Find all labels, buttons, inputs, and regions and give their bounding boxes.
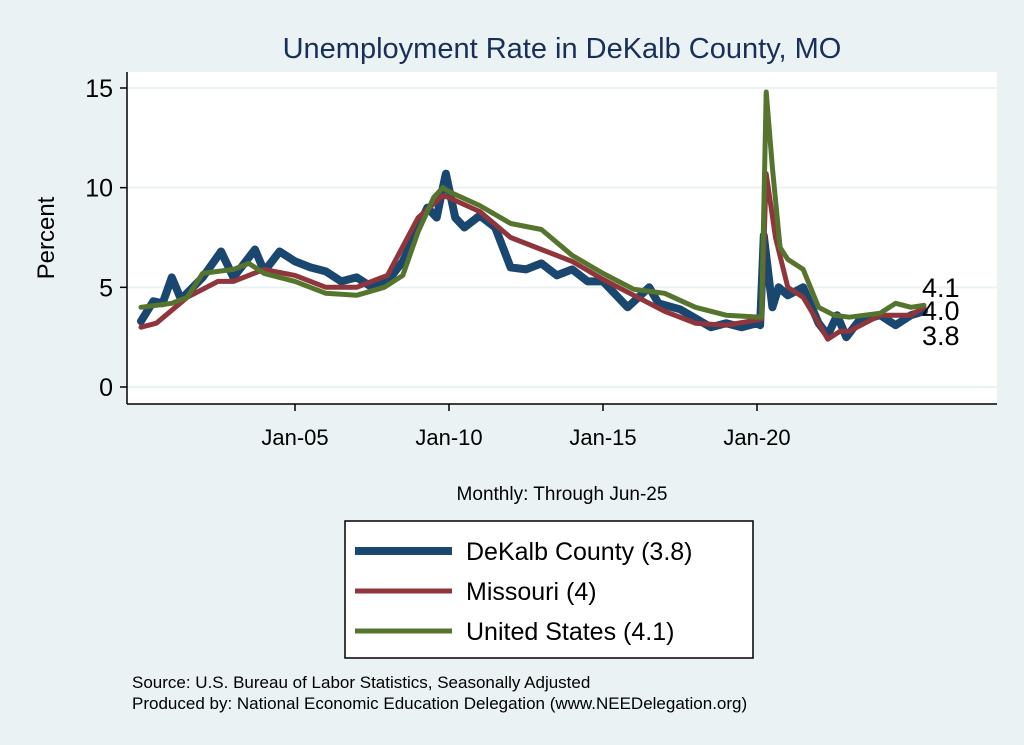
legend: DeKalb County (3.8) Missouri (4) United St… (344, 520, 754, 659)
x-tick-label: Jan-20 (723, 425, 790, 450)
chart-title: Unemployment Rate in DeKalb County, MO (283, 33, 842, 65)
x-tick-label: Jan-15 (569, 425, 636, 450)
series-line-1 (138, 171, 927, 342)
plot-area (127, 72, 997, 404)
legend-label: Missouri (4) (466, 578, 597, 606)
produced-by-note: Produced by: National Economic Education… (132, 694, 747, 713)
end-value-label: 3.8 (922, 321, 960, 351)
end-value-label: 4.0 (922, 296, 960, 326)
end-value-label: 4.1 (922, 273, 960, 303)
y-tick-label: 0 (99, 374, 113, 402)
y-tick-label: 5 (99, 274, 113, 302)
legend-label: DeKalb County (3.8) (466, 538, 693, 566)
legend-label: United States (4.1) (466, 618, 674, 646)
x-tick-label: Jan-10 (415, 425, 482, 450)
y-tick-label: 15 (85, 75, 113, 103)
x-tick-label: Jan-05 (261, 425, 328, 450)
y-tick-label: 10 (85, 175, 113, 203)
source-note: Source: U.S. Bureau of Labor Statistics,… (132, 673, 590, 692)
x-axis-label: Monthly: Through Jun-25 (457, 484, 668, 505)
y-axis-label: Percent (33, 196, 60, 279)
series-line-2 (138, 89, 927, 320)
